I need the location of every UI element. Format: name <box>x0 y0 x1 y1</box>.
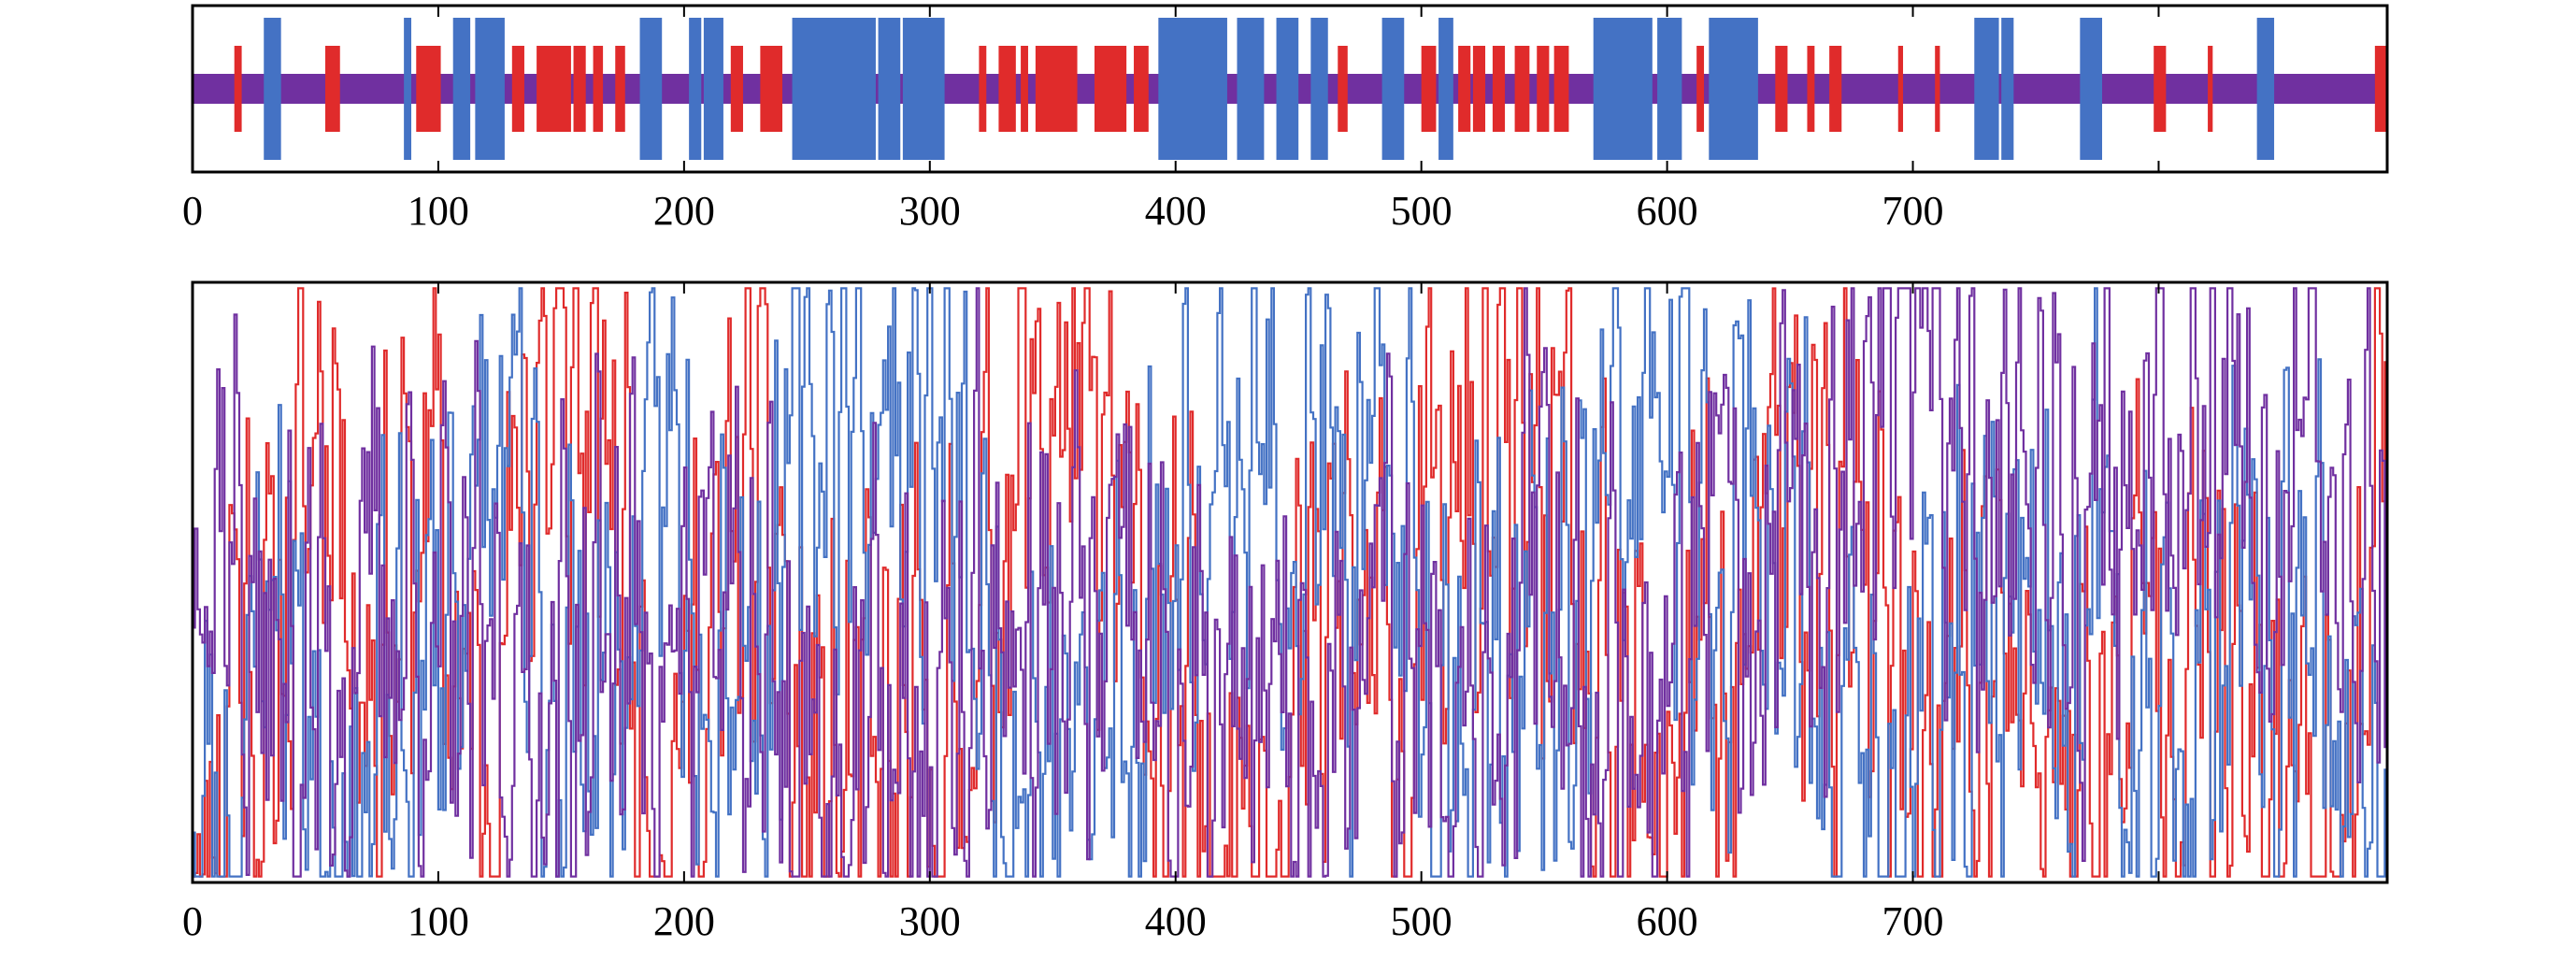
beta-segment-32 <box>1381 18 1405 160</box>
beta-segment-41 <box>1593 18 1653 160</box>
alpha-segment-43 <box>1696 46 1705 132</box>
alpha-segment-21 <box>979 46 987 132</box>
top-xtick-label-300: 300 <box>899 188 961 234</box>
bottom-xtick-label-100: 100 <box>408 898 469 944</box>
bottom-xtick-label-300: 300 <box>899 898 961 944</box>
alpha-segment-3 <box>324 46 340 132</box>
alpha-segment-45 <box>1775 46 1788 132</box>
beta-segment-2 <box>264 18 281 160</box>
alpha-segment-25 <box>1094 46 1127 132</box>
alpha-segment-5 <box>416 46 441 132</box>
alpha-segment-16 <box>730 46 743 132</box>
alpha-segment-17 <box>760 46 783 132</box>
beta-segment-55 <box>2256 18 2275 160</box>
alpha-segment-37 <box>1492 46 1506 132</box>
beta-segment-6 <box>452 18 471 160</box>
secondary-structure-panel: 0 100 200 300 400 500 600 700 <box>182 4 2389 234</box>
top-xtick-label-200: 200 <box>653 188 715 234</box>
beta-segment-34 <box>1438 18 1453 160</box>
beta-segment-15 <box>703 18 723 160</box>
beta-segment-4 <box>404 18 412 160</box>
alpha-segment-54 <box>2208 46 2213 132</box>
top-xtick-label-0: 0 <box>182 188 203 234</box>
bottom-xtick-label-200: 200 <box>653 898 715 944</box>
alpha-segment-46 <box>1807 46 1815 132</box>
beta-segment-50 <box>1974 18 1999 160</box>
alpha-segment-8 <box>511 46 524 132</box>
alpha-segment-22 <box>998 46 1016 132</box>
alpha-segment-26 <box>1134 46 1149 132</box>
beta-segment-18 <box>792 18 876 160</box>
beta-segment-14 <box>689 18 702 160</box>
alpha-segment-1 <box>234 46 242 132</box>
beta-segment-42 <box>1657 18 1682 160</box>
propensity-line-3 <box>193 287 2389 878</box>
alpha-segment-35 <box>1458 46 1471 132</box>
alpha-segment-38 <box>1514 46 1530 132</box>
beta-segment-20 <box>902 18 945 160</box>
propensity-line-2 <box>193 287 2389 878</box>
beta-segment-19 <box>878 18 901 160</box>
propensity-panel: 0 100 200 300 400 500 600 700 <box>182 280 2389 944</box>
alpha-segment-56 <box>2374 46 2387 132</box>
beta-segment-29 <box>1276 18 1299 160</box>
alpha-segment-12 <box>615 46 625 132</box>
bottom-plot-frame <box>191 280 2389 884</box>
alpha-segment-11 <box>593 46 604 132</box>
top-xtick-label-400: 400 <box>1145 188 1207 234</box>
top-plot-frame <box>191 4 2389 174</box>
alpha-segment-36 <box>1472 46 1486 132</box>
beta-segment-51 <box>2001 18 2014 160</box>
bottom-xtick-label-500: 500 <box>1391 898 1453 944</box>
propensity-line-1 <box>193 287 2389 878</box>
alpha-segment-9 <box>537 46 571 132</box>
alpha-segment-31 <box>1338 46 1348 132</box>
beta-segment-44 <box>1709 18 1758 160</box>
alpha-segment-53 <box>2154 46 2167 132</box>
alpha-segment-47 <box>1829 46 1842 132</box>
bottom-xtick-label-600: 600 <box>1637 898 1698 944</box>
alpha-segment-10 <box>573 46 586 132</box>
beta-segment-7 <box>475 18 505 160</box>
top-xtick-label-700: 700 <box>1882 188 1944 234</box>
alpha-segment-48 <box>1897 46 1904 132</box>
beta-segment-30 <box>1310 18 1328 160</box>
beta-segment-52 <box>2080 18 2102 160</box>
beta-segment-27 <box>1158 18 1227 160</box>
top-xtick-label-100: 100 <box>408 188 469 234</box>
bottom-xtick-label-0: 0 <box>182 898 203 944</box>
top-xtick-label-600: 600 <box>1637 188 1698 234</box>
bottom-xtick-label-700: 700 <box>1882 898 1944 944</box>
alpha-segment-49 <box>1935 46 1940 132</box>
alpha-segment-23 <box>1021 46 1028 132</box>
alpha-segment-40 <box>1553 46 1569 132</box>
top-xtick-label-500: 500 <box>1391 188 1453 234</box>
alpha-segment-39 <box>1537 46 1550 132</box>
alpha-segment-33 <box>1421 46 1437 132</box>
bottom-xtick-label-400: 400 <box>1145 898 1207 944</box>
beta-segment-28 <box>1237 18 1265 160</box>
alpha-segment-24 <box>1035 46 1078 132</box>
beta-segment-13 <box>639 18 663 160</box>
